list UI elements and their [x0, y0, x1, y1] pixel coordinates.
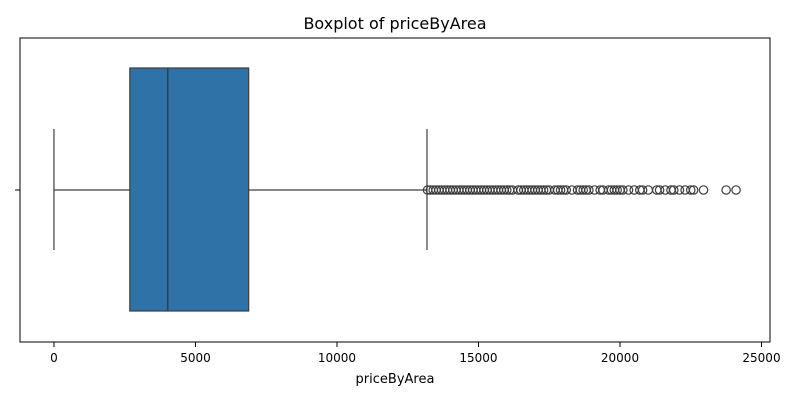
outlier-point: [654, 185, 665, 195]
outlier-point: [637, 185, 648, 195]
outlier-point: [561, 185, 572, 195]
outlier-point: [578, 185, 589, 195]
chart-title: Boxplot of priceByArea: [303, 14, 486, 33]
outlier-point: [685, 185, 696, 195]
interquartile-box: [129, 67, 250, 312]
outlier-point: [538, 185, 549, 195]
x-axis-label: priceByArea: [356, 372, 435, 387]
x-tick-label: 25000: [742, 351, 780, 365]
outlier-point: [618, 185, 628, 195]
x-tick-label: 20000: [601, 351, 639, 365]
outlier-point: [721, 185, 731, 195]
x-tick-label: 15000: [459, 351, 497, 365]
outlier-point: [555, 185, 566, 195]
outlier-point: [674, 185, 685, 195]
outlier-point: [698, 185, 709, 195]
outlier-point: [688, 185, 699, 195]
outlier-group: [422, 185, 741, 195]
x-tick-label: 0: [50, 351, 58, 365]
outlier-point: [668, 185, 679, 195]
box-group: [53, 67, 428, 312]
outlier-point: [731, 185, 741, 195]
x-axis-ticks: 0 5000 10000 15000 20000 25000: [50, 342, 781, 365]
outlier-point: [612, 185, 622, 195]
outlier-point: [643, 185, 654, 195]
x-tick-label: 10000: [318, 351, 356, 365]
x-tick-label: 5000: [180, 351, 211, 365]
outlier-point: [501, 185, 512, 195]
outlier-point: [584, 185, 594, 195]
outlier-point: [623, 185, 634, 195]
